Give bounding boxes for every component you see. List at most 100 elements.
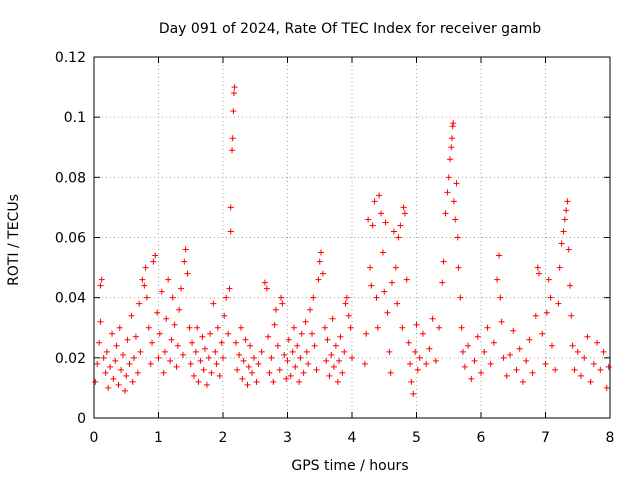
data-point [279, 300, 286, 307]
data-point [571, 366, 578, 373]
data-point [330, 363, 337, 370]
data-point [139, 276, 146, 283]
data-points [92, 84, 612, 397]
data-point [478, 369, 484, 376]
data-point [471, 357, 478, 364]
data-point [213, 360, 220, 367]
data-point [373, 294, 380, 301]
data-point [326, 372, 333, 379]
data-point [403, 276, 410, 283]
data-point [163, 315, 170, 322]
data-point [229, 135, 236, 142]
data-point [481, 348, 488, 355]
axis-ticks [93, 56, 611, 419]
data-point [302, 318, 309, 325]
data-point [258, 348, 265, 355]
x-tick-label: 1 [154, 430, 163, 446]
data-point [107, 363, 114, 370]
data-point [230, 108, 237, 115]
data-point [178, 285, 185, 292]
data-point [305, 360, 312, 367]
data-point [500, 354, 507, 361]
data-point [387, 369, 394, 376]
data-point [386, 348, 393, 355]
data-point [484, 324, 491, 331]
data-point [519, 378, 526, 385]
data-point [200, 366, 207, 373]
data-point [238, 324, 245, 331]
data-point [468, 375, 475, 382]
data-point [210, 300, 217, 307]
data-point [298, 330, 305, 337]
data-point [503, 372, 510, 379]
data-point [132, 333, 139, 340]
data-point [203, 381, 210, 388]
y-tick-label: 0 [77, 411, 86, 427]
data-point [120, 351, 127, 358]
data-point [496, 252, 503, 259]
y-tick-label: 0.12 [55, 50, 86, 66]
data-point [227, 204, 234, 211]
data-point [303, 348, 310, 355]
data-point [121, 387, 128, 394]
data-point [244, 381, 251, 388]
data-point [309, 330, 316, 337]
data-point [449, 123, 456, 130]
data-point [561, 216, 568, 223]
data-point [195, 378, 202, 385]
data-point [395, 234, 402, 241]
data-point [147, 360, 154, 367]
data-point [272, 306, 279, 313]
data-point [605, 363, 612, 370]
data-point [594, 339, 601, 346]
data-point [229, 147, 236, 154]
data-point [558, 240, 565, 247]
data-point [218, 339, 225, 346]
data-point [225, 330, 232, 337]
data-point [315, 276, 322, 283]
data-point [397, 222, 404, 229]
data-point [294, 342, 301, 349]
data-point [448, 144, 455, 151]
data-point [513, 366, 520, 373]
x-tick-label: 0 [90, 430, 99, 446]
grid-lines [94, 57, 610, 418]
data-point [574, 348, 581, 355]
data-point [560, 228, 567, 235]
data-point [300, 369, 307, 376]
data-point [234, 366, 241, 373]
data-point [276, 366, 283, 373]
x-tick-label: 8 [606, 430, 615, 446]
data-point [432, 357, 439, 364]
data-point [342, 300, 349, 307]
data-point [285, 336, 292, 343]
data-point [565, 246, 572, 253]
data-point [445, 174, 452, 181]
data-point [323, 357, 330, 364]
data-point [339, 369, 346, 376]
data-point [261, 279, 268, 286]
data-point [240, 357, 247, 364]
data-point [381, 288, 388, 295]
data-point [155, 354, 162, 361]
x-tick-label: 3 [283, 430, 292, 446]
data-point [290, 324, 297, 331]
data-point [231, 84, 238, 91]
data-point [390, 228, 397, 235]
data-point [316, 258, 323, 265]
data-point [236, 351, 243, 358]
data-point [584, 333, 591, 340]
data-point [497, 294, 504, 301]
data-point [465, 342, 472, 349]
x-tick-label: 2 [219, 430, 228, 446]
data-point [220, 354, 226, 361]
data-point [498, 318, 505, 325]
data-point [405, 339, 412, 346]
data-point [176, 306, 183, 313]
data-point [556, 264, 563, 271]
data-point [567, 282, 574, 289]
data-point [365, 216, 372, 223]
data-point [171, 321, 178, 328]
data-point [242, 336, 249, 343]
